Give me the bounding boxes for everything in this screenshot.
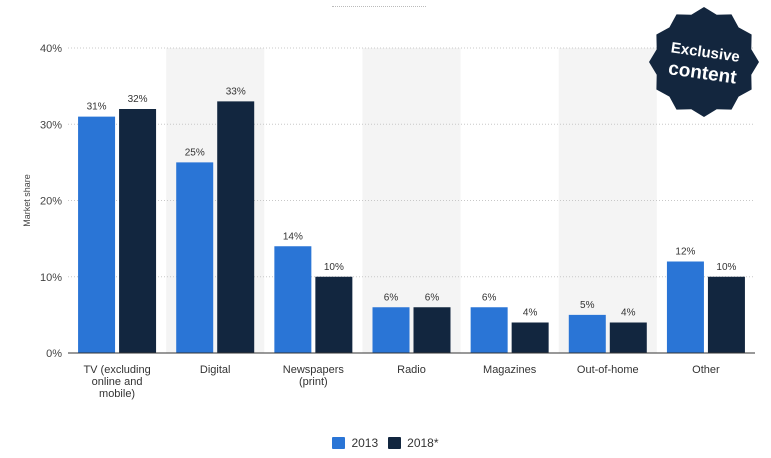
header-divider <box>332 6 426 7</box>
category-band <box>558 48 657 353</box>
y-tick-label: 40% <box>40 43 62 55</box>
bar-2018 <box>217 101 255 353</box>
data-label: 25% <box>185 147 205 158</box>
bar-2018 <box>609 322 647 353</box>
data-label: 10% <box>716 262 736 273</box>
bar-2018 <box>315 276 353 353</box>
data-label: 6% <box>425 292 440 303</box>
x-category-label: Out-of-home <box>577 364 639 376</box>
x-category-label: Magazines <box>483 364 537 376</box>
badge-shape <box>649 7 759 117</box>
bar-2013 <box>372 307 410 353</box>
bar-2013 <box>176 162 214 353</box>
data-label: 14% <box>283 231 303 242</box>
legend-swatch <box>332 437 346 449</box>
bar-2018 <box>413 307 451 353</box>
bar-2018 <box>511 322 549 353</box>
y-axis-ticks: 0% 10% 20% 30% 40% <box>40 43 62 360</box>
x-category-label: TV (excluding online and mobile) <box>83 364 150 400</box>
legend-label: 2013 <box>351 436 379 450</box>
category-band <box>362 48 461 353</box>
bar-2013 <box>666 261 704 353</box>
y-tick-label: 30% <box>40 119 62 131</box>
x-category-label: Digital <box>200 364 231 376</box>
bar-2018 <box>707 276 745 353</box>
bar-2013 <box>274 246 312 353</box>
y-axis-title: Market share <box>22 174 32 227</box>
bars: 31% 32% 25% 33% 14% 10% 6% 6% 6% 4% 5% 4% 12% 10% <box>78 86 745 353</box>
data-label: 12% <box>675 247 695 258</box>
bar-2013 <box>470 307 508 353</box>
exclusive-content-badge[interactable]: Exclusive content <box>649 7 759 117</box>
x-category-label: Other <box>692 364 720 376</box>
data-label: 31% <box>87 102 107 113</box>
data-label: 6% <box>482 292 497 303</box>
legend-item-2018[interactable]: 2018* <box>388 436 439 450</box>
data-label: 4% <box>523 308 538 319</box>
data-label: 4% <box>621 308 636 319</box>
bar-chart: 31% 32% 25% 33% 14% 10% 6% 6% 6% 4% 5% 4% 12% 10% 0% 1… <box>22 7 759 400</box>
legend-item-2013[interactable]: 2013 <box>332 436 378 450</box>
x-category-label: Newspapers (print) <box>283 364 345 388</box>
y-tick-label: 0% <box>46 348 62 360</box>
x-axis-categories: TV (excluding online and mobile) Digital New… <box>83 364 720 400</box>
data-label: 6% <box>384 292 399 303</box>
y-tick-label: 10% <box>40 272 62 284</box>
legend-swatch <box>388 437 402 449</box>
data-label: 32% <box>128 94 148 105</box>
y-tick-label: 20% <box>40 196 62 208</box>
data-label: 5% <box>580 300 595 311</box>
data-label: 33% <box>226 86 246 97</box>
x-category-label: Radio <box>397 364 426 376</box>
bar-2013 <box>568 314 606 353</box>
bar-2013 <box>78 116 116 353</box>
legend-label: 2018* <box>407 436 439 450</box>
legend: 2013 2018* <box>0 436 771 450</box>
bar-2018 <box>119 109 157 353</box>
data-label: 10% <box>324 262 344 273</box>
